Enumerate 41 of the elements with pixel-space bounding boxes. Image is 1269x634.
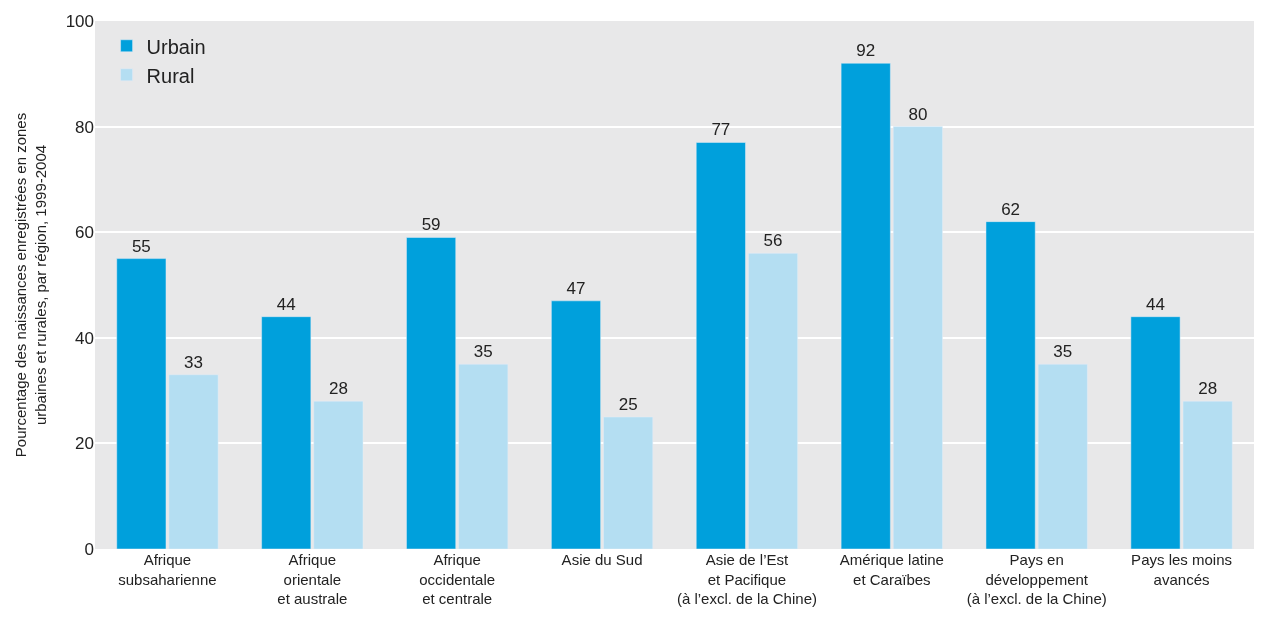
x-tick-label: Pays les moins avancés bbox=[1131, 551, 1232, 588]
bar bbox=[603, 416, 654, 549]
data-label: 25 bbox=[618, 395, 638, 414]
y-tick-label: 100 bbox=[65, 11, 94, 31]
data-label: 92 bbox=[856, 41, 876, 61]
x-tick-label: Amérique latine et Caraïbes bbox=[839, 551, 944, 588]
y-tick-label: 60 bbox=[75, 223, 94, 243]
y-axis-title: Pourcentage des naissances enregistrées en zones urbaines et rurales, par région, 1999-2004 bbox=[12, 112, 49, 458]
x-tick-label: Asie de l’Est et Pacifique (à l’excl. de la Chine) bbox=[676, 551, 817, 607]
data-label: 44 bbox=[1146, 294, 1165, 314]
x-tick-label: Afrique orientale et australe bbox=[277, 551, 348, 607]
x-tick-label: Pays en développement (à l’excl. de la Chine) bbox=[966, 551, 1107, 607]
x-tick-label: Asie du Sud bbox=[561, 551, 643, 568]
data-label: 56 bbox=[763, 231, 783, 251]
x-tick-label: Afrique occidentale et centrale bbox=[419, 551, 496, 607]
data-label: 62 bbox=[1001, 199, 1021, 219]
data-label: 59 bbox=[421, 215, 441, 235]
data-label: 33 bbox=[184, 352, 203, 372]
data-label: 28 bbox=[1198, 379, 1218, 399]
data-label: 80 bbox=[908, 104, 928, 124]
bar bbox=[748, 253, 798, 549]
data-label: 55 bbox=[131, 236, 151, 256]
data-label: 44 bbox=[276, 294, 296, 314]
bar bbox=[458, 363, 509, 549]
data-label: 28 bbox=[328, 379, 348, 399]
y-tick-label: 40 bbox=[75, 328, 94, 348]
legend-label: Urbain bbox=[146, 35, 206, 58]
bar bbox=[406, 237, 456, 549]
data-label: 35 bbox=[473, 342, 493, 362]
y-tick-label: 20 bbox=[75, 434, 94, 454]
bar bbox=[551, 300, 601, 549]
y-tick-label: 80 bbox=[75, 117, 94, 137]
y-tick-label: 0 bbox=[84, 539, 94, 559]
bar bbox=[695, 142, 746, 549]
data-label: 35 bbox=[1053, 342, 1073, 362]
legend-label: Rural bbox=[146, 64, 195, 87]
data-label: 47 bbox=[566, 278, 586, 298]
bar bbox=[840, 62, 891, 549]
x-tick-label: Afrique subsaharienne bbox=[118, 551, 217, 588]
data-label: 77 bbox=[711, 120, 731, 140]
bar bbox=[893, 126, 943, 549]
